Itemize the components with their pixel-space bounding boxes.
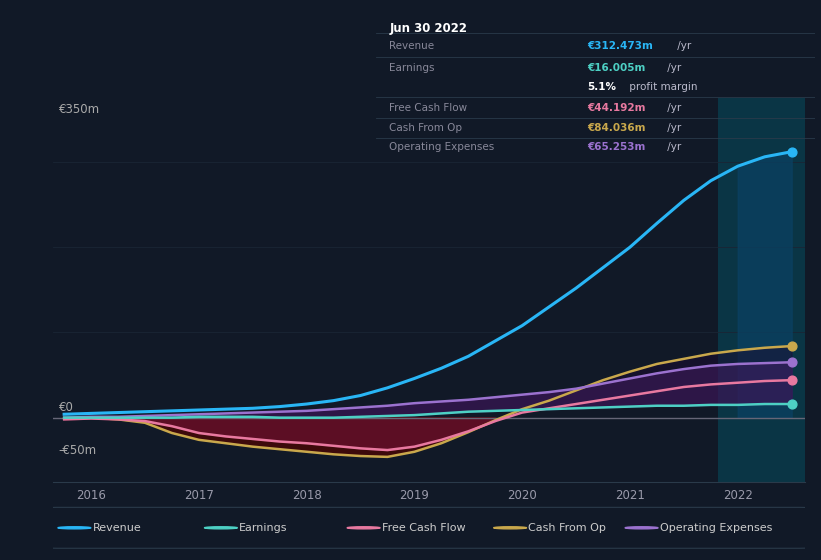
Text: /yr: /yr — [664, 142, 681, 152]
Text: Jun 30 2022: Jun 30 2022 — [389, 22, 467, 35]
Text: Cash From Op: Cash From Op — [528, 523, 606, 533]
Text: profit margin: profit margin — [626, 82, 697, 92]
Text: Earnings: Earnings — [389, 63, 434, 73]
Text: Free Cash Flow: Free Cash Flow — [389, 102, 467, 113]
Point — [785, 376, 798, 385]
Text: €65.253m: €65.253m — [587, 142, 645, 152]
Text: Operating Expenses: Operating Expenses — [659, 523, 772, 533]
Text: €84.036m: €84.036m — [587, 123, 645, 133]
Point — [785, 399, 798, 408]
Text: €350m: €350m — [59, 103, 100, 116]
Text: /yr: /yr — [664, 63, 681, 73]
Text: /yr: /yr — [674, 41, 691, 51]
Bar — [718, 98, 805, 482]
Text: 5.1%: 5.1% — [587, 82, 616, 92]
Text: Revenue: Revenue — [93, 523, 141, 533]
Text: Free Cash Flow: Free Cash Flow — [382, 523, 466, 533]
Circle shape — [347, 527, 380, 529]
Text: €312.473m: €312.473m — [587, 41, 653, 51]
Point — [785, 342, 798, 351]
Text: €0: €0 — [59, 402, 74, 414]
Text: -€50m: -€50m — [59, 444, 97, 457]
Point — [785, 147, 798, 156]
Circle shape — [204, 527, 237, 529]
Text: Operating Expenses: Operating Expenses — [389, 142, 494, 152]
Text: €44.192m: €44.192m — [587, 102, 645, 113]
Text: Earnings: Earnings — [239, 523, 287, 533]
Point — [785, 358, 798, 367]
Text: /yr: /yr — [664, 123, 681, 133]
Circle shape — [57, 527, 91, 529]
Text: Revenue: Revenue — [389, 41, 434, 51]
Circle shape — [493, 527, 526, 529]
Circle shape — [625, 527, 658, 529]
Text: /yr: /yr — [664, 102, 681, 113]
Text: Cash From Op: Cash From Op — [389, 123, 462, 133]
Text: €16.005m: €16.005m — [587, 63, 645, 73]
